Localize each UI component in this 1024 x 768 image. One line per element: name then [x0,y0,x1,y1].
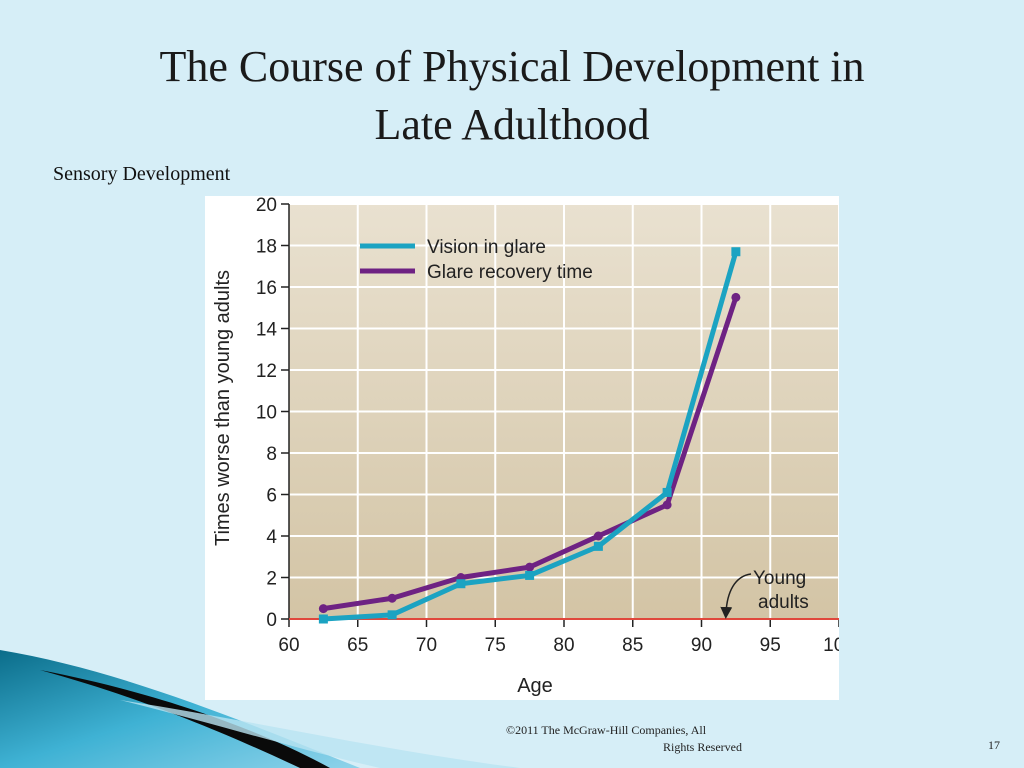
y-tick-label: 4 [266,527,277,548]
data-point [525,570,535,580]
slide-subtitle: Sensory Development [53,163,231,185]
data-point [731,247,741,257]
data-point [387,610,397,620]
data-point [318,604,328,614]
data-point [525,562,535,572]
slide-title: The Course of Physical Development in La… [60,38,964,154]
x-tick-label: 80 [553,635,574,656]
data-point [662,487,672,497]
series-group [318,247,741,624]
gridlines [289,203,839,619]
y-tick-label: 20 [256,196,277,216]
y-tick-label: 2 [266,569,277,590]
x-tick-label: 100 [823,635,839,656]
x-tick-label: 70 [416,635,437,656]
copyright-line-2: Rights Reserved [663,740,742,754]
annotation-adults: adults [758,592,809,613]
legend: Vision in glare Glare recovery time [360,237,593,283]
x-axis-label: Age [517,675,553,697]
title-line-2: Late Adulthood [374,100,650,149]
copyright-line-1: ©2011 The McGraw-Hill Companies, All [505,723,707,737]
x-tick-label: 75 [485,635,506,656]
x-tick-label: 90 [691,635,712,656]
series-vision-in-glare [318,247,741,624]
annotation-group: Young adults [720,568,809,619]
data-point [662,500,672,510]
y-tick-label: 10 [256,403,277,424]
y-tick-label: 16 [256,278,277,299]
x-tick-label: 95 [760,635,781,656]
x-tick-label: 85 [622,635,643,656]
x-tick-label: 65 [347,635,368,656]
data-point [456,579,466,589]
legend-label: Vision in glare [427,237,546,258]
data-point [593,531,603,541]
annotation-arrow [720,573,752,619]
data-point [387,593,397,603]
title-line-1: The Course of Physical Development in [159,42,865,91]
y-tick-label: 6 [266,486,277,507]
y-tick-label: 14 [256,320,278,341]
y-tick-label: 18 [256,237,277,258]
data-point [731,292,741,302]
data-point [318,614,328,624]
y-tick-label: 8 [266,444,277,465]
y-axis-label: Times worse than young adults [212,270,234,546]
page-number: 17 [988,738,1000,752]
y-tick-label: 12 [256,361,277,382]
chart-panel: 0 2 4 6 8 10 12 14 16 18 20 60 65 70 75 80 85 90 95 100 Vis… [205,196,839,700]
data-point [593,541,603,551]
chart: 0 2 4 6 8 10 12 14 16 18 20 60 65 70 75 80 85 90 95 100 Vis… [212,196,839,697]
annotation-young: Young [753,568,806,589]
legend-label: Glare recovery time [427,262,593,283]
y-tick-label: 0 [266,610,277,631]
copyright-notice: ©2011 The McGraw-Hill Companies, All Rig… [470,722,742,756]
x-tick-label: 60 [278,635,299,656]
decorative-swoosh [0,650,520,768]
